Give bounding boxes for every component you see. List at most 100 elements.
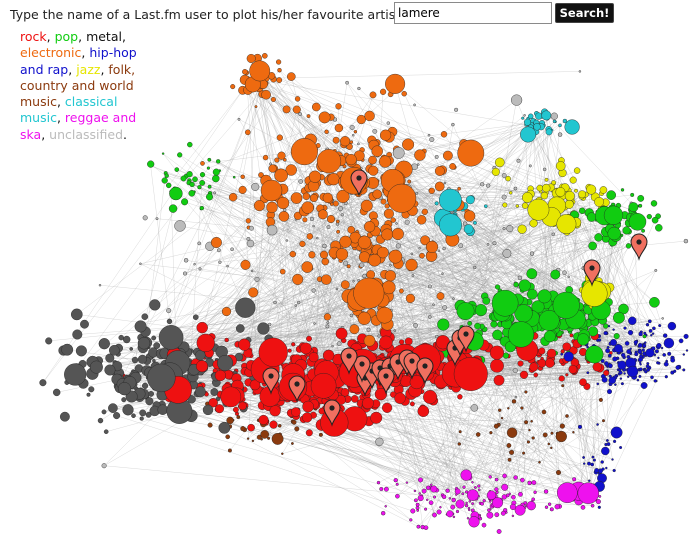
artist-node (294, 96, 301, 102)
artist-node (261, 89, 271, 100)
artist-node (577, 424, 583, 429)
artist-node (477, 488, 481, 492)
artist-node (494, 157, 505, 168)
map-pin-icon[interactable] (288, 375, 306, 403)
artist-node (357, 142, 360, 146)
artist-node (212, 168, 220, 176)
artist-node (513, 475, 518, 480)
artist-node (440, 131, 448, 138)
artist-node (538, 347, 546, 355)
artist-node (436, 509, 442, 515)
artist-node (651, 332, 655, 335)
artist-node (86, 392, 91, 397)
artist-node (379, 335, 393, 350)
artist-node (327, 173, 340, 186)
artist-node (426, 485, 431, 490)
map-pin-icon[interactable] (583, 259, 601, 287)
artist-node (372, 189, 382, 199)
artist-node (511, 514, 515, 518)
artist-node (232, 406, 239, 413)
artist-node (623, 372, 626, 375)
artist-node (629, 347, 632, 350)
artist-node (466, 489, 479, 501)
artist-node (257, 322, 270, 335)
artist-node (482, 499, 486, 503)
map-pin-icon[interactable] (416, 357, 434, 385)
artist-node (325, 324, 330, 329)
artist-node (645, 364, 650, 369)
artist-node (507, 407, 510, 410)
artist-node (646, 214, 652, 220)
artist-node (158, 325, 184, 350)
search-button[interactable]: Search! (555, 3, 614, 23)
search-prompt: Type the name of a Last.fm user to plot … (10, 7, 411, 22)
map-pin-icon[interactable] (457, 325, 475, 353)
artist-node (544, 505, 549, 509)
artist-node (598, 397, 603, 402)
artist-node (247, 423, 255, 432)
artist-node (244, 129, 251, 136)
legend-genre-3: electronic (20, 45, 82, 61)
artist-node (528, 428, 531, 432)
artist-node (506, 225, 514, 233)
artist-node (594, 196, 604, 207)
map-pin-icon[interactable] (630, 233, 648, 261)
artist-node (511, 494, 516, 500)
map-pin-icon[interactable] (340, 347, 358, 375)
map-pin-icon[interactable] (262, 367, 280, 395)
artist-node (316, 149, 342, 174)
artist-node (290, 442, 294, 445)
artist-node (544, 330, 556, 343)
artist-node (137, 354, 147, 364)
artist-node (413, 323, 418, 328)
artist-node (560, 349, 565, 354)
artist-node (335, 394, 346, 405)
artist-node (238, 401, 247, 411)
artist-node (483, 204, 488, 208)
map-pin-icon[interactable] (350, 169, 368, 197)
artist-node (220, 386, 242, 408)
artist-node (569, 176, 577, 184)
artist-node (554, 504, 560, 510)
artist-node (364, 221, 376, 233)
map-pin-icon[interactable] (353, 355, 371, 383)
artist-node (555, 161, 566, 171)
artist-node (161, 177, 168, 184)
artist-node (518, 279, 531, 292)
username-input[interactable] (394, 2, 552, 24)
artist-node (475, 432, 481, 437)
artist-node (626, 349, 632, 355)
artist-node (402, 138, 415, 151)
artist-node (432, 303, 435, 307)
artist-node (434, 166, 445, 176)
artist-node (413, 498, 418, 503)
artist-node (192, 176, 198, 183)
artist-node (641, 228, 645, 233)
artist-node (535, 112, 543, 120)
map-pin-icon[interactable] (377, 367, 395, 395)
artist-node (574, 188, 578, 193)
artist-node (489, 431, 493, 435)
legend-genre-0: rock (20, 29, 47, 44)
artist-node (359, 262, 365, 268)
artist-node (457, 442, 461, 446)
artist-node (349, 313, 354, 318)
legend-separator: , (78, 29, 87, 44)
map-pin-icon[interactable] (323, 399, 341, 427)
artist-node (377, 334, 381, 338)
artist-node (577, 482, 599, 504)
artist-node (524, 118, 532, 126)
artist-node (71, 308, 83, 321)
artist-node (206, 166, 210, 170)
artist-node (601, 446, 610, 456)
artist-node (375, 437, 384, 446)
artist-node (410, 252, 414, 256)
artist-node (614, 383, 617, 386)
artist-node (559, 423, 565, 429)
legend-genre-4: hip-hop and rap (20, 45, 137, 77)
artist-node (501, 494, 507, 500)
artist-node (638, 331, 643, 337)
artist-node (667, 321, 677, 331)
artist-node (434, 181, 445, 192)
